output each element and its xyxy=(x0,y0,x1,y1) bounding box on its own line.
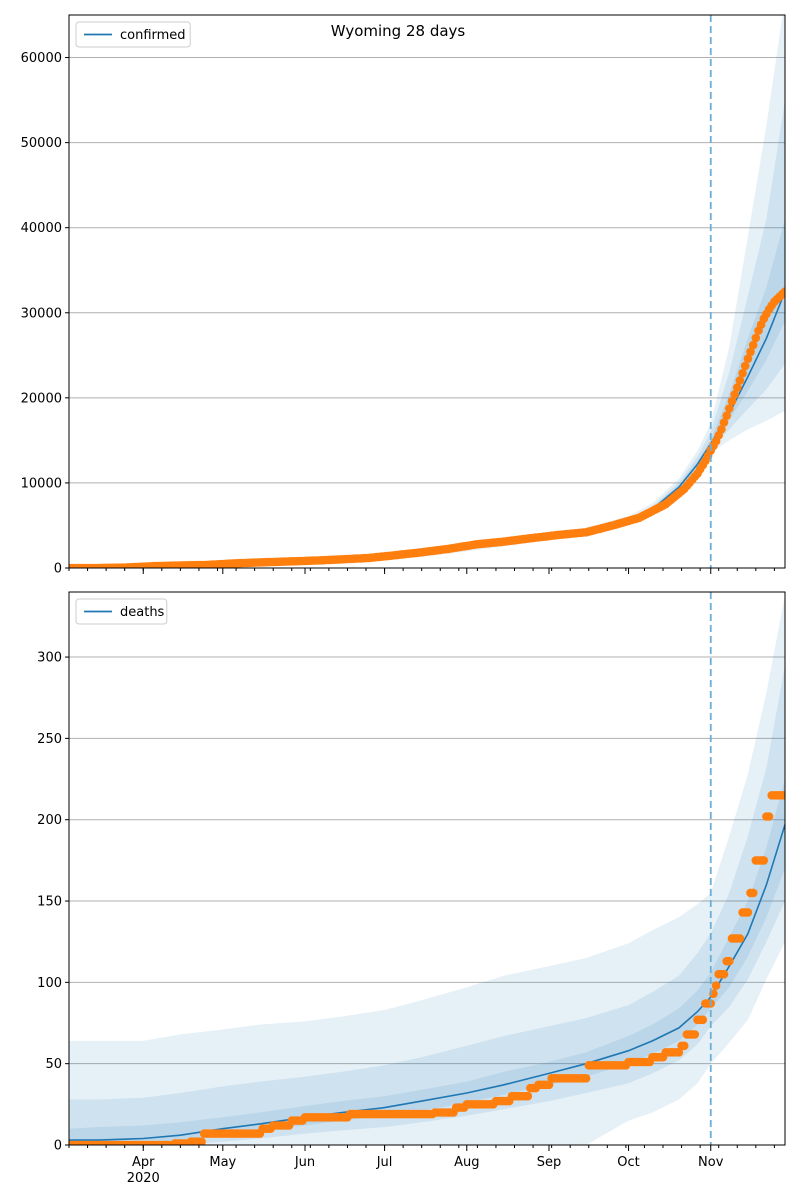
uncertainty-band-2 xyxy=(69,665,785,1145)
observed-point xyxy=(725,956,734,966)
y-tick-label: 30000 xyxy=(21,306,62,321)
observed-point xyxy=(719,969,729,979)
observed-point xyxy=(674,1048,684,1057)
uncertainty-band-1 xyxy=(69,595,785,1145)
legend: deaths xyxy=(75,598,168,625)
observed-point xyxy=(679,1041,689,1051)
observed-point xyxy=(780,791,785,800)
observed-point xyxy=(733,383,742,392)
legend-box xyxy=(75,21,191,48)
observed-point xyxy=(722,411,731,421)
observed-point xyxy=(690,1030,700,1039)
x-tick-label: Oct xyxy=(617,1155,639,1170)
axes-frame xyxy=(68,14,786,569)
y-tick-label: 300 xyxy=(37,651,62,666)
observed-point xyxy=(717,425,726,434)
y-tick-label: 50 xyxy=(45,1057,62,1072)
observed-point xyxy=(544,1080,554,1090)
plot-area xyxy=(69,15,785,568)
observed-point xyxy=(748,888,758,898)
y-tick-label: 40000 xyxy=(21,221,62,236)
axes-frame xyxy=(68,591,786,1146)
observed-point xyxy=(698,1015,708,1025)
uncertainty-band-3 xyxy=(69,779,785,1145)
observed-point xyxy=(759,856,769,865)
observed-point xyxy=(725,404,734,413)
observed-point xyxy=(738,368,747,378)
legend-box xyxy=(75,598,168,625)
x-tick-label: Aug xyxy=(454,1155,479,1170)
y-tick-label: 150 xyxy=(37,895,62,910)
legend-label: deaths xyxy=(120,605,165,620)
figure-title: Wyoming 28 days xyxy=(331,22,466,40)
plot-area xyxy=(69,595,785,1145)
x-tick-label: Sep xyxy=(537,1155,562,1170)
legend: confirmed xyxy=(75,21,191,48)
observed-point xyxy=(743,908,753,917)
y-tick-label: 0 xyxy=(54,562,62,577)
x-tick-label: Jun xyxy=(294,1155,315,1170)
observed-point xyxy=(735,376,745,385)
x-tick-label: May xyxy=(209,1155,236,1170)
observed-point xyxy=(746,347,755,357)
y-tick-label: 0 xyxy=(54,1139,62,1154)
x-tick-label: Nov xyxy=(698,1155,724,1170)
observed-point xyxy=(523,1091,533,1101)
observed-point xyxy=(197,1137,206,1145)
y-tick-label: 10000 xyxy=(21,476,62,491)
observed-point xyxy=(780,287,785,296)
x-year-label: 2020 xyxy=(127,1171,160,1186)
y-tick-label: 250 xyxy=(37,732,62,747)
observed-point xyxy=(727,396,737,406)
observed-point xyxy=(581,1074,591,1083)
observed-point xyxy=(748,340,758,350)
observed-point xyxy=(711,981,721,990)
y-tick-label: 100 xyxy=(37,976,62,991)
legend-label: confirmed xyxy=(120,28,186,43)
x-tick-label: Apr xyxy=(132,1155,155,1170)
observed-point xyxy=(719,418,729,427)
y-tick-label: 50000 xyxy=(21,136,62,151)
x-tick-label: Jul xyxy=(376,1155,393,1170)
deaths-panel: 0 50 100 150 200 250 300 Apr May Jun Jul Aug Sep Oct N… xyxy=(37,591,786,1186)
y-tick-label: 20000 xyxy=(21,391,62,406)
observed-point xyxy=(735,934,745,943)
y-tick-label: 200 xyxy=(37,813,62,828)
observed-point xyxy=(764,812,774,821)
observed-point xyxy=(740,361,750,371)
observed-point xyxy=(730,390,739,399)
confirmed-panel: 0 10000 20000 30000 40000 50000 60000 confirmed xyxy=(21,14,786,577)
observed-point xyxy=(751,333,761,343)
y-tick-label: 60000 xyxy=(21,51,62,66)
observed-point xyxy=(743,354,753,364)
